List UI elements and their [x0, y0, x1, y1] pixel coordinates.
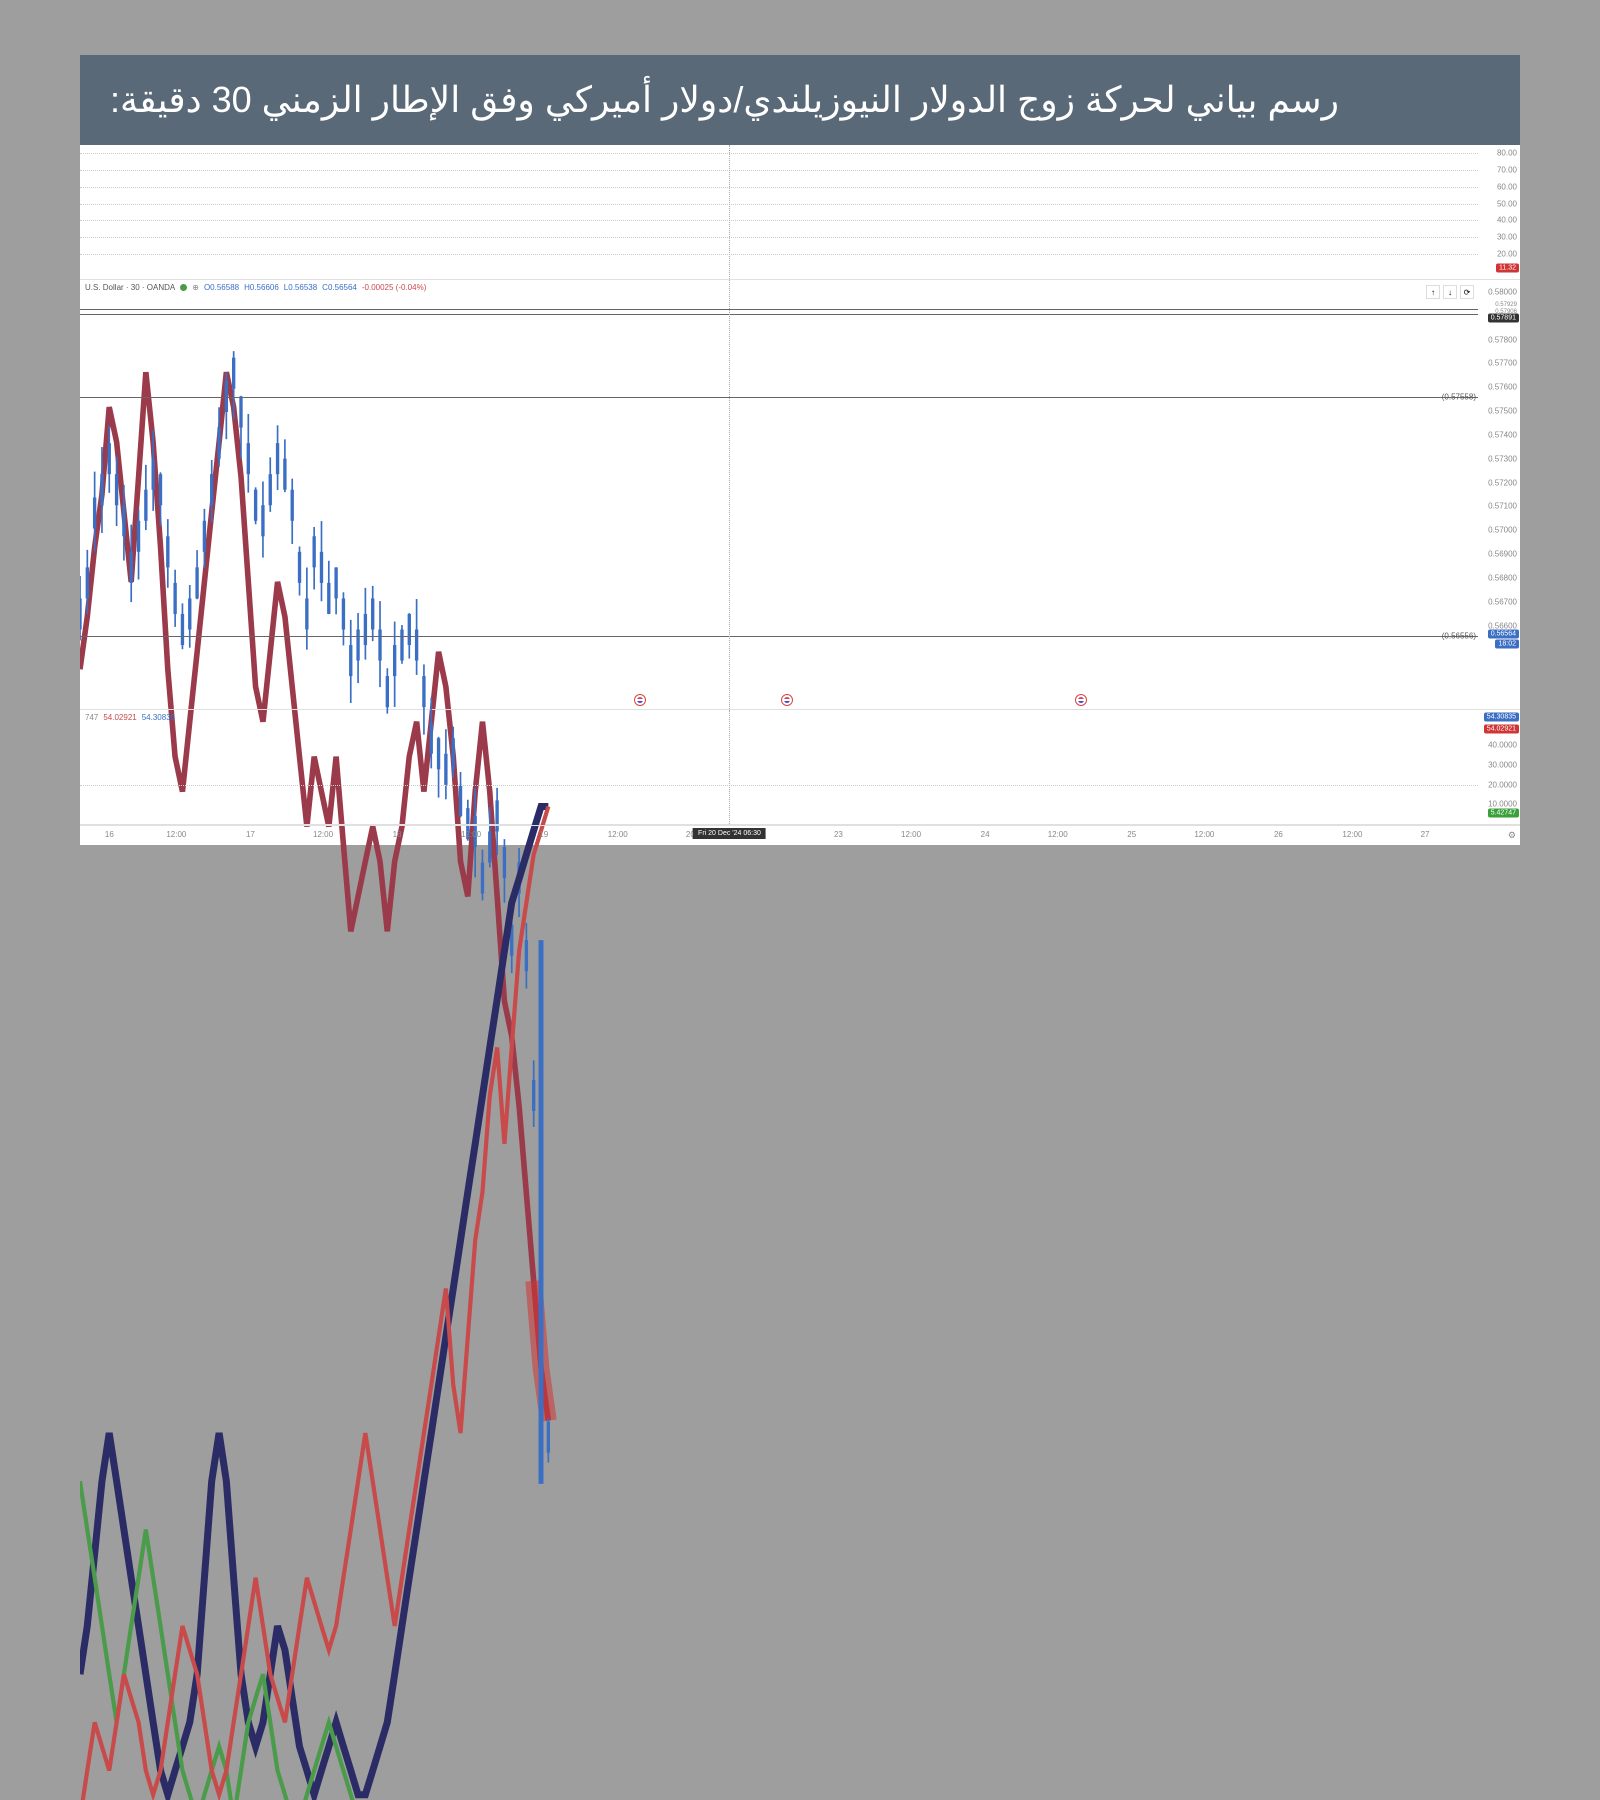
- chart-area[interactable]: 80.0070.0060.0050.0040.0030.0020.0011.32…: [80, 145, 1520, 845]
- adx-chart: [80, 710, 1478, 1800]
- symbol-info: U.S. Dollar · 30 · OANDA ⊕ O0.56588 H0.5…: [85, 283, 427, 292]
- price-panel[interactable]: U.S. Dollar · 30 · OANDA ⊕ O0.56588 H0.5…: [80, 280, 1520, 710]
- adx-info: 747 54.02921 54.30835: [85, 713, 176, 722]
- time-tooltip: Fri 20 Dec '24 06:30: [693, 828, 766, 839]
- crosshair: [729, 145, 730, 279]
- crosshair: [729, 710, 730, 824]
- toolbar-btn[interactable]: ↑: [1426, 285, 1440, 299]
- status-dot: [180, 284, 187, 291]
- crosshair: [729, 280, 730, 709]
- adx-panel[interactable]: 747 54.02921 54.30835 40.000030.000020.0…: [80, 710, 1520, 825]
- chart-frame: رسم بياني لحركة زوج الدولار النيوزيلندي/…: [80, 55, 1520, 845]
- rsi-y-axis: 80.0070.0060.0050.0040.0030.0020.0011.32: [1478, 145, 1520, 279]
- toolbar-btn[interactable]: ⟳: [1460, 285, 1474, 299]
- adx-y-axis: 40.000030.000020.000010.000054.3083554.0…: [1478, 710, 1520, 824]
- symbol: U.S. Dollar · 30 · OANDA: [85, 283, 175, 292]
- settings-gear-icon[interactable]: ⚙: [1508, 830, 1516, 841]
- news-event-icon[interactable]: [781, 694, 793, 706]
- news-event-icon[interactable]: [634, 694, 646, 706]
- x-axis: ⚙ 1612:001712:001812:001912:00202312:002…: [80, 825, 1520, 845]
- price-y-axis: 0.580000.578000.577000.576000.575000.574…: [1478, 280, 1520, 709]
- news-event-icon[interactable]: [1075, 694, 1087, 706]
- page-title: رسم بياني لحركة زوج الدولار النيوزيلندي/…: [80, 55, 1520, 145]
- rsi-panel[interactable]: 80.0070.0060.0050.0040.0030.0020.0011.32: [80, 145, 1520, 280]
- toolbar-btn[interactable]: ↓: [1443, 285, 1457, 299]
- panel-toolbar: ↑↓⟳: [1426, 285, 1474, 299]
